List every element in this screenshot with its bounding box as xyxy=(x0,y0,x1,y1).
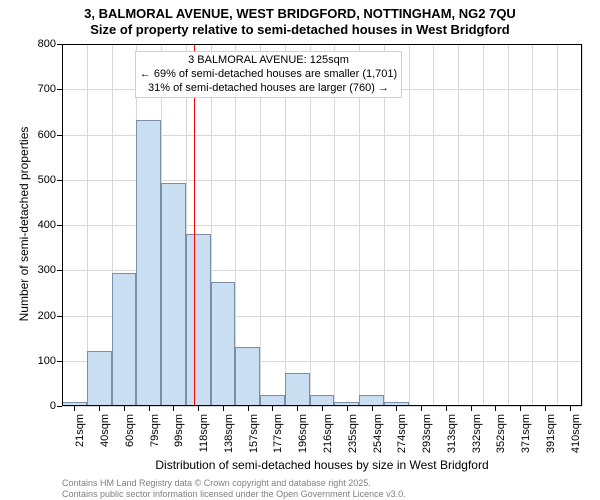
x-tick-label: 391sqm xyxy=(545,414,557,453)
x-tick-label: 274sqm xyxy=(396,414,408,453)
y-tick-mark xyxy=(57,316,62,317)
x-tick-mark xyxy=(99,406,100,411)
x-tick-mark xyxy=(248,406,249,411)
grid-line-v xyxy=(582,44,583,406)
x-tick-label: 293sqm xyxy=(421,414,433,453)
histogram-bar xyxy=(161,183,186,406)
x-tick-mark xyxy=(520,406,521,411)
y-tick-mark xyxy=(57,89,62,90)
x-tick-mark xyxy=(570,406,571,411)
plot-border-right xyxy=(581,44,582,406)
annotation-line: ← 69% of semi-detached houses are smalle… xyxy=(140,68,397,82)
x-tick-label: 21sqm xyxy=(74,414,86,447)
y-tick-mark xyxy=(57,180,62,181)
x-tick-mark xyxy=(347,406,348,411)
x-tick-label: 235sqm xyxy=(347,414,359,453)
x-tick-label: 410sqm xyxy=(570,414,582,453)
x-tick-mark xyxy=(322,406,323,411)
y-axis-line xyxy=(62,44,63,406)
histogram-bar xyxy=(87,351,112,406)
x-tick-label: 177sqm xyxy=(272,414,284,453)
x-tick-mark xyxy=(421,406,422,411)
x-tick-mark xyxy=(149,406,150,411)
y-tick-mark xyxy=(57,361,62,362)
y-tick-mark xyxy=(57,406,62,407)
x-tick-mark xyxy=(372,406,373,411)
x-tick-mark xyxy=(471,406,472,411)
title-line-2: Size of property relative to semi-detach… xyxy=(0,22,600,38)
histogram-bar xyxy=(235,347,260,406)
x-tick-label: 157sqm xyxy=(248,414,260,453)
x-tick-label: 332sqm xyxy=(471,414,483,453)
x-tick-label: 99sqm xyxy=(173,414,185,447)
histogram-bar xyxy=(285,373,310,406)
x-tick-label: 352sqm xyxy=(495,414,507,453)
x-axis-label: Distribution of semi-detached houses by … xyxy=(62,458,582,472)
x-tick-label: 313sqm xyxy=(446,414,458,453)
x-tick-label: 196sqm xyxy=(297,414,309,453)
x-tick-mark xyxy=(124,406,125,411)
x-tick-mark xyxy=(74,406,75,411)
x-tick-mark xyxy=(297,406,298,411)
histogram-bar xyxy=(136,120,161,406)
annotation-line: 3 BALMORAL AVENUE: 125sqm xyxy=(140,54,397,68)
x-tick-label: 79sqm xyxy=(149,414,161,447)
histogram-bar xyxy=(186,234,211,406)
x-tick-label: 118sqm xyxy=(198,414,210,452)
x-tick-label: 254sqm xyxy=(372,414,384,453)
annotation-line: 31% of semi-detached houses are larger (… xyxy=(140,82,397,96)
y-tick-mark xyxy=(57,225,62,226)
histogram-bar xyxy=(211,282,236,406)
chart-container: 3, BALMORAL AVENUE, WEST BRIDGFORD, NOTT… xyxy=(0,0,600,500)
chart-title: 3, BALMORAL AVENUE, WEST BRIDGFORD, NOTT… xyxy=(0,0,600,37)
title-line-1: 3, BALMORAL AVENUE, WEST BRIDGFORD, NOTT… xyxy=(0,6,600,22)
histogram-bar xyxy=(112,273,137,406)
x-tick-label: 216sqm xyxy=(322,414,334,453)
x-tick-label: 60sqm xyxy=(124,414,136,447)
y-axis-label: Number of semi-detached properties xyxy=(17,114,31,334)
x-tick-label: 40sqm xyxy=(99,414,111,447)
x-tick-mark xyxy=(198,406,199,411)
x-tick-mark xyxy=(272,406,273,411)
x-tick-mark xyxy=(396,406,397,411)
x-tick-mark xyxy=(495,406,496,411)
y-tick-mark xyxy=(57,270,62,271)
x-tick-mark xyxy=(223,406,224,411)
footnote: Contains HM Land Registry data © Crown c… xyxy=(62,478,406,500)
x-tick-mark xyxy=(446,406,447,411)
footnote-line-2: Contains public sector information licen… xyxy=(62,489,406,500)
y-tick-mark xyxy=(57,44,62,45)
x-tick-mark xyxy=(173,406,174,411)
footnote-line-1: Contains HM Land Registry data © Crown c… xyxy=(62,478,406,489)
x-tick-label: 371sqm xyxy=(520,414,532,453)
y-tick-mark xyxy=(57,135,62,136)
x-tick-mark xyxy=(545,406,546,411)
x-tick-label: 138sqm xyxy=(223,414,235,453)
annotation-box: 3 BALMORAL AVENUE: 125sqm← 69% of semi-d… xyxy=(135,51,402,98)
plot-border-top xyxy=(62,44,582,45)
plot-area: 010020030040050060070080021sqm40sqm60sqm… xyxy=(62,44,582,406)
